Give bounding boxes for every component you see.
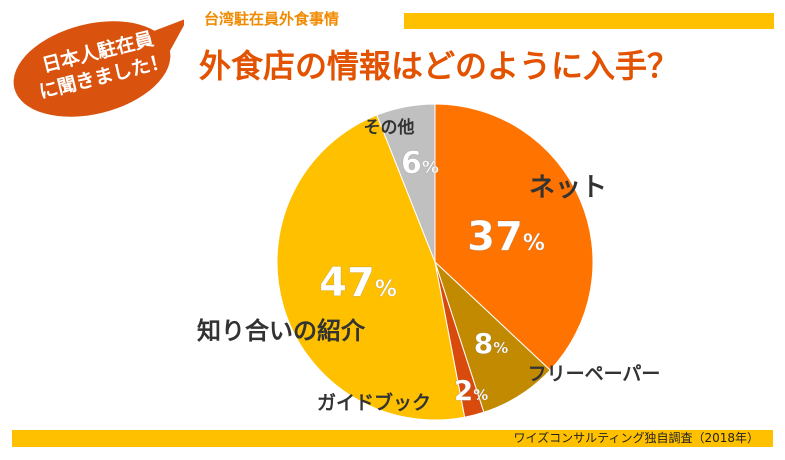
subtitle-accent-bar [404, 13, 774, 29]
slice-label-free-paper: フリーペーパー [528, 363, 661, 385]
source-note: ワイズコンサルティング独自調査（2018年） [513, 431, 759, 445]
slice-value-net: 37% [467, 214, 545, 260]
speech-bubble-badge: 日本人駐在員 に聞きました！ [6, 12, 184, 124]
page-title: 外食店の情報はどのように入手？ [199, 47, 680, 85]
pie-slice-other [376, 103, 436, 263]
slice-label-word-of-mouth: 知り合いの紹介 [197, 317, 366, 345]
slice-label-net: ネット [529, 173, 607, 203]
subtitle: 台湾駐在員外食事情 [204, 10, 340, 28]
speech-bubble-shape [13, 19, 184, 117]
slice-value-other: 6% [401, 146, 439, 181]
pie-slice-word-of-mouth [276, 114, 466, 421]
slice-value-guidebook: 2% [454, 374, 489, 407]
slice-label-guidebook: ガイドブック [317, 391, 431, 414]
slice-value-free-paper: 8% [474, 327, 509, 360]
slice-label-other: その他 [364, 117, 415, 138]
pie-slice-net [434, 103, 594, 371]
footer-bar [12, 430, 773, 447]
slice-value-word-of-mouth: 47% [319, 260, 397, 306]
